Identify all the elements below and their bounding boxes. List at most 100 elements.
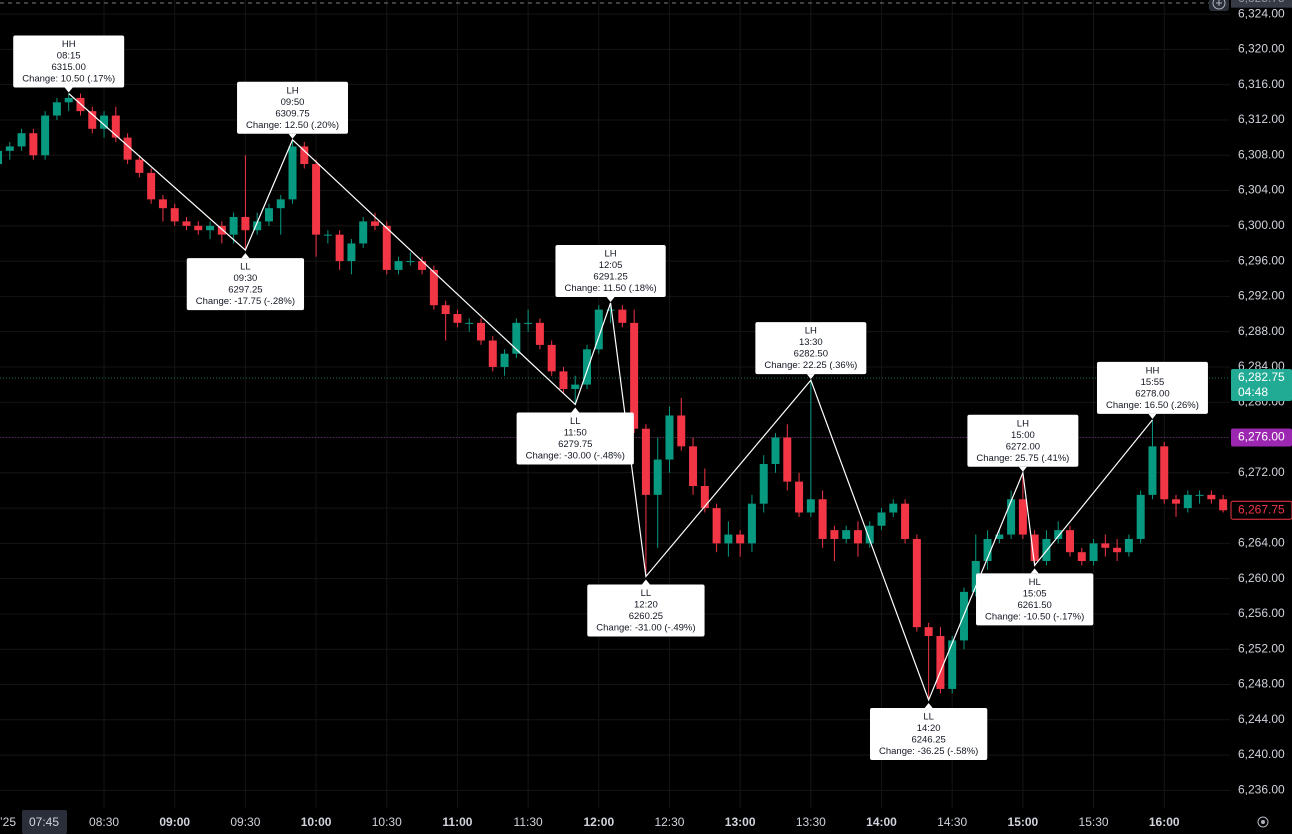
- y-tick-label: 6,324.00: [1238, 6, 1285, 20]
- y-tick-label: 6,312.00: [1238, 112, 1285, 126]
- y-tick-label: 6,292.00: [1238, 289, 1285, 303]
- candle-body: [300, 146, 309, 165]
- x-tick-label: 11:30: [514, 815, 543, 829]
- candle-body: [1007, 499, 1016, 535]
- pivot-time: 08:15: [57, 51, 81, 62]
- candle-body: [312, 164, 321, 235]
- candle-body: [394, 261, 403, 270]
- pivot-type: LL: [641, 588, 652, 599]
- y-tick-label: 6,244.00: [1238, 712, 1285, 726]
- candle-body: [853, 530, 862, 544]
- x-tick-label: 09:30: [230, 815, 260, 829]
- candle-body: [100, 115, 109, 129]
- pivot-time: 09:30: [234, 273, 258, 284]
- candle-body: [983, 538, 992, 562]
- candle-body: [1101, 543, 1110, 548]
- date-label: ʼ25: [0, 815, 16, 829]
- candle-body: [700, 486, 709, 509]
- crosshair-time-box: [22, 810, 67, 834]
- price-label: 6,267.75: [1238, 502, 1285, 516]
- y-tick-label: 6,304.00: [1238, 183, 1285, 197]
- pivot-pointer: [288, 133, 297, 139]
- x-tick-label: 10:30: [372, 815, 402, 829]
- candle-body: [830, 530, 839, 539]
- pivot-price: 6261.50: [1017, 600, 1051, 611]
- price-label-box: [1230, 500, 1292, 520]
- y-tick-label: 6,288.00: [1238, 324, 1285, 338]
- candle-body: [241, 216, 250, 231]
- candle-body: [583, 349, 592, 385]
- x-tick-label: 13:30: [796, 815, 826, 829]
- pivot-change: Change: -10.50 (-.17%): [985, 611, 1084, 622]
- pivot-pointer: [1030, 568, 1039, 574]
- price-label: 6,282.75: [1238, 370, 1285, 384]
- candle-body: [170, 208, 179, 222]
- price-label-countdown: 04:48: [1238, 385, 1268, 399]
- candle-body: [995, 534, 1004, 539]
- pivot-price: 6291.25: [593, 272, 627, 283]
- pivot-box: [186, 258, 305, 311]
- pivot-time: 13:30: [799, 337, 823, 348]
- candle-body: [429, 269, 438, 306]
- candle-body: [653, 459, 662, 495]
- candle-body: [288, 146, 297, 200]
- candle-body: [5, 146, 14, 151]
- pivot-change: Change: -30.00 (-.48%): [526, 450, 625, 461]
- candle-body: [88, 111, 97, 129]
- candle-body: [1030, 534, 1039, 562]
- pivot-price: 6279.75: [558, 439, 592, 450]
- x-tick-label: 10:00: [301, 815, 332, 829]
- pivot-box: [755, 322, 867, 375]
- pivot-type: HH: [62, 39, 76, 50]
- pivot-change: Change: 11.50 (.18%): [564, 283, 656, 294]
- pivot-change: Change: -17.75 (-.28%): [196, 296, 295, 307]
- candle-body: [783, 437, 792, 482]
- candle-body: [64, 97, 73, 103]
- pivot-pointer: [1018, 466, 1027, 472]
- pivot-type: LH: [286, 85, 298, 96]
- x-tick-label: 14:30: [937, 815, 967, 829]
- y-tick-label: 6,248.00: [1238, 677, 1285, 691]
- candle-body: [535, 322, 544, 345]
- candle-body: [547, 344, 556, 372]
- candle-body: [323, 234, 332, 236]
- candle-body: [1172, 499, 1181, 504]
- pivot-time: 14:20: [917, 723, 941, 734]
- candle-body: [488, 340, 497, 367]
- pivot-price: 6272.00: [1006, 441, 1040, 452]
- pivot-pointer: [1148, 413, 1157, 419]
- candle-body: [182, 221, 191, 226]
- pivot-type: LL: [240, 262, 251, 273]
- pivot-change: Change: -31.00 (-.49%): [596, 622, 695, 633]
- candle-body: [370, 221, 379, 226]
- y-tick-label: 6,272.00: [1238, 465, 1285, 479]
- pivot-price: 6309.75: [275, 108, 309, 119]
- crosshair-price-label: 6,325.75: [1238, 0, 1285, 5]
- candle-body: [712, 508, 721, 544]
- x-tick-label: 12:30: [654, 815, 684, 829]
- y-tick-label: 6,236.00: [1238, 783, 1285, 797]
- candle-body: [641, 428, 650, 495]
- candle-body: [41, 115, 50, 156]
- pivot-pointer: [64, 87, 73, 93]
- add-icon[interactable]: [1209, 0, 1229, 11]
- x-tick-label: 14:00: [866, 815, 897, 829]
- settings-icon[interactable]: [1257, 816, 1269, 828]
- pivot-price: 6315.00: [52, 62, 86, 73]
- pivot-pointer: [924, 702, 933, 708]
- pivot-price: 6297.25: [228, 285, 262, 296]
- candle-body: [618, 309, 627, 323]
- candle-body: [1219, 499, 1228, 511]
- pivot-pointer: [641, 579, 650, 585]
- candle-body: [594, 309, 603, 350]
- pivot-price: 6260.25: [629, 611, 663, 622]
- pivot-type: HL: [1029, 577, 1041, 588]
- candle-body: [747, 503, 756, 544]
- pivot-time: 15:05: [1023, 588, 1047, 599]
- candle-body: [1183, 494, 1192, 509]
